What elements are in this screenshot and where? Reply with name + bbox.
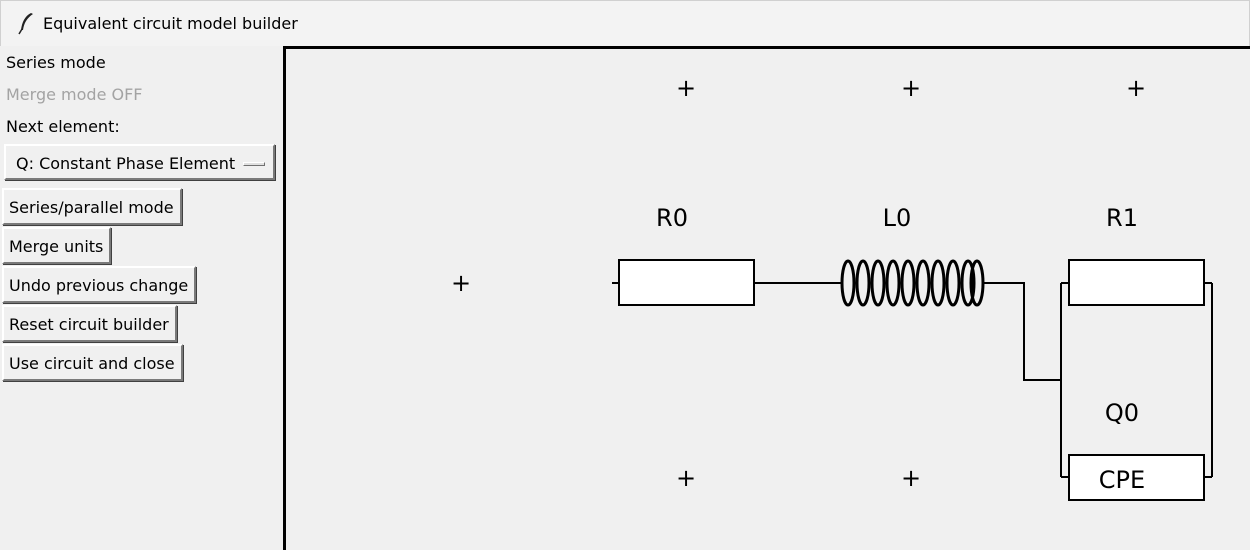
merge-status-label: Merge mode OFF [6,85,143,104]
svg-text:+: + [1126,74,1146,102]
circuit-wires [612,282,1213,478]
add-marker-left[interactable]: + [451,269,471,297]
add-marker-top-1[interactable]: + [676,74,696,102]
r0-label: R0 [656,204,688,232]
r1-resistor[interactable] [1068,259,1205,306]
next-element-label: Next element: [6,117,120,136]
title-bar: Equivalent circuit model builder [0,0,1250,46]
svg-text:+: + [901,464,921,492]
feather-icon [18,13,33,35]
q0-label: Q0 [1105,399,1139,427]
merge-units-button[interactable]: Merge units [2,227,112,264]
svg-text:+: + [451,269,471,297]
control-panel: Series mode Merge mode OFF Next element:… [0,46,283,550]
l0-label: L0 [883,204,912,232]
svg-text:+: + [901,74,921,102]
reset-button[interactable]: Reset circuit builder [2,305,177,342]
option-menu-indicator-icon [243,162,265,166]
add-marker-top-2[interactable]: + [901,74,921,102]
q0-cpe-element[interactable]: CPE [1068,454,1205,501]
circuit-canvas[interactable]: + + + + + + R0 L0 R1 Q0 [283,46,1250,550]
series-parallel-mode-button[interactable]: Series/parallel mode [2,188,182,225]
r0-resistor[interactable] [618,259,755,306]
svg-text:+: + [676,464,696,492]
element-type-value: Q: Constant Phase Element [16,154,236,173]
use-circuit-close-button[interactable]: Use circuit and close [2,344,183,381]
mode-status-label: Series mode [6,53,106,72]
l0-inductor[interactable] [840,259,985,307]
element-type-select[interactable]: Q: Constant Phase Element [4,144,275,180]
window-title: Equivalent circuit model builder [43,14,298,33]
svg-text:+: + [676,74,696,102]
circuit-drawing: + + + + + + R0 L0 R1 Q0 [451,74,1213,501]
r1-label: R1 [1106,204,1138,232]
add-marker-bottom-1[interactable]: + [676,464,696,492]
add-marker-bottom-2[interactable]: + [901,464,921,492]
cpe-box-text: CPE [1099,466,1145,494]
add-marker-top-3[interactable]: + [1126,74,1146,102]
undo-button[interactable]: Undo previous change [2,266,197,303]
